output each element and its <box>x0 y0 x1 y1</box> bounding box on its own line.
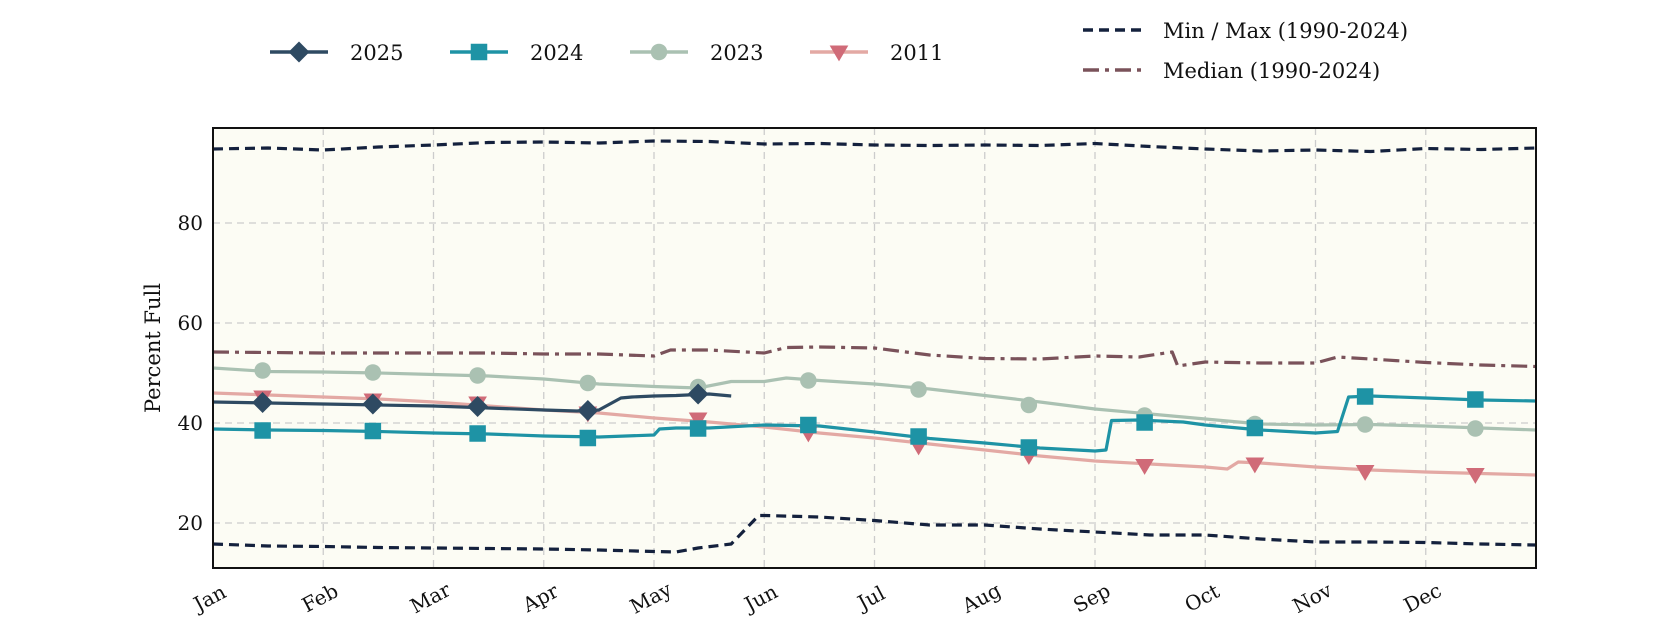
data-point-2023 <box>1020 396 1038 414</box>
x-tick-label: Jan <box>188 579 230 617</box>
legend-item: 2011 <box>810 41 943 65</box>
legend-item: 2025 <box>270 41 403 65</box>
data-point-2024 <box>1356 388 1374 405</box>
x-tick-label: Dec <box>1400 578 1446 618</box>
data-point-2011 <box>1135 458 1154 475</box>
legend-item: 2023 <box>630 41 763 65</box>
grid-lines <box>213 128 1536 568</box>
y-tick-label: 40 <box>178 411 203 435</box>
data-point-2011 <box>1355 464 1375 481</box>
x-axis-ticks: Jan Feb Mar Apr May Jun Jul Aug Sep Oct Nov Dec <box>188 577 1446 619</box>
legend: 2025 2024 2023 2011 Min / Max (1990-2024) Med… <box>270 19 1408 83</box>
data-point-2023 <box>1467 420 1484 437</box>
data-point-2024 <box>1020 439 1038 456</box>
data-point-2023 <box>579 374 597 392</box>
data-point-2023 <box>1356 416 1374 433</box>
data-point-2025 <box>252 392 274 413</box>
legend-label: Median (1990-2024) <box>1163 59 1380 83</box>
legend-item: Median (1990-2024) <box>1083 59 1380 83</box>
data-point-2024 <box>364 422 382 440</box>
y-axis-label: Percent Full <box>141 283 165 413</box>
legend-swatch-marker <box>288 41 310 63</box>
data-point-2024 <box>254 422 271 439</box>
data-point-2024 <box>689 420 707 437</box>
legend-label: 2011 <box>890 41 943 65</box>
series-line-max <box>212 139 1537 154</box>
legend-item: Min / Max (1990-2024) <box>1083 19 1408 43</box>
series-markers <box>252 362 1485 484</box>
series-line-2025 <box>212 392 732 413</box>
data-point-2025 <box>467 396 489 417</box>
data-point-2025 <box>362 393 384 415</box>
data-point-2011 <box>1245 457 1265 474</box>
x-tick-label: Nov <box>1289 577 1337 618</box>
data-point-2024 <box>1136 414 1153 431</box>
legend-label: Min / Max (1990-2024) <box>1163 19 1408 43</box>
series-lines <box>212 139 1537 554</box>
data-point-2024 <box>800 416 817 434</box>
legend-item: 2024 <box>450 41 583 65</box>
legend-label: 2025 <box>350 41 403 65</box>
x-tick-label: Oct <box>1181 579 1224 617</box>
data-point-2023 <box>254 362 271 379</box>
data-point-2023 <box>800 372 817 389</box>
legend-swatch-marker <box>470 43 488 61</box>
legend-swatch-marker <box>650 43 668 61</box>
data-point-2023 <box>469 367 486 384</box>
x-tick-label: Mar <box>406 577 455 618</box>
x-tick-label: Aug <box>957 578 1005 619</box>
data-point-2023 <box>910 381 927 398</box>
plot-frame <box>212 127 1537 569</box>
data-point-2024 <box>910 428 927 445</box>
data-point-2025 <box>577 400 599 421</box>
y-axis-ticks: 20 40 60 80 <box>178 211 203 535</box>
data-point-2024 <box>469 425 486 442</box>
legend-swatch-marker <box>829 45 849 62</box>
data-point-2025 <box>687 383 709 405</box>
series-line-min <box>212 513 1537 554</box>
data-point-2011 <box>1466 467 1485 484</box>
x-tick-label: Feb <box>298 578 342 617</box>
series-line-2023 <box>212 366 1537 432</box>
data-point-2024 <box>579 429 597 447</box>
x-tick-label: Sep <box>1069 578 1114 617</box>
legend-label: 2023 <box>710 41 763 65</box>
y-tick-label: 20 <box>178 511 203 535</box>
series-line-2011 <box>212 391 1537 477</box>
series-line-median <box>212 345 1537 369</box>
x-tick-label: Apr <box>518 578 563 617</box>
x-tick-label: Jun <box>739 579 782 617</box>
y-tick-label: 60 <box>178 311 203 335</box>
data-point-2024 <box>1246 419 1264 437</box>
x-tick-label: May <box>626 577 676 619</box>
data-point-2024 <box>1467 391 1484 408</box>
y-tick-label: 80 <box>178 211 203 235</box>
data-point-2023 <box>364 364 382 381</box>
legend-label: 2024 <box>530 41 583 65</box>
x-tick-label: Jul <box>852 581 889 616</box>
series-line-2024 <box>212 394 1537 453</box>
